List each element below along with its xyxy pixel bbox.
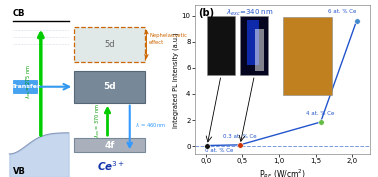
Text: 5d: 5d bbox=[103, 82, 116, 91]
Point bbox=[318, 121, 324, 123]
Text: Transfer: Transfer bbox=[11, 84, 40, 89]
Point bbox=[237, 143, 243, 146]
Text: 5d: 5d bbox=[104, 40, 115, 49]
Text: (b): (b) bbox=[198, 8, 214, 18]
Bar bbox=[282, 17, 332, 95]
Text: 0 at. % Ce: 0 at. % Ce bbox=[205, 148, 233, 153]
Text: $\lambda_{exc}$=340 nm: $\lambda_{exc}$=340 nm bbox=[226, 8, 274, 18]
Text: $\lambda_{ex}$ = 370 nm: $\lambda_{ex}$ = 370 nm bbox=[93, 103, 102, 138]
Point bbox=[353, 19, 359, 22]
FancyBboxPatch shape bbox=[74, 71, 144, 103]
Text: 6 at. % Ce: 6 at. % Ce bbox=[328, 9, 356, 15]
FancyBboxPatch shape bbox=[74, 138, 144, 152]
Point bbox=[204, 144, 210, 147]
Text: 0.3 at. % Ce: 0.3 at. % Ce bbox=[223, 134, 257, 139]
Text: 4f: 4f bbox=[104, 141, 115, 150]
Bar bbox=[240, 16, 268, 75]
Bar bbox=[246, 20, 259, 65]
Text: $\lambda_{ex}$ = 275 nm: $\lambda_{ex}$ = 275 nm bbox=[24, 64, 33, 99]
Text: 4 at. % Ce: 4 at. % Ce bbox=[307, 110, 335, 116]
Bar bbox=[255, 29, 264, 71]
Y-axis label: Integrated PL Intensity (a.u.): Integrated PL Intensity (a.u.) bbox=[172, 32, 179, 127]
FancyBboxPatch shape bbox=[13, 80, 37, 93]
Text: $\lambda$ = 460nm: $\lambda$ = 460nm bbox=[135, 121, 166, 129]
Text: CB: CB bbox=[13, 9, 26, 18]
Bar bbox=[207, 16, 235, 75]
Text: Nephelauxetic
effect: Nephelauxetic effect bbox=[149, 33, 187, 45]
X-axis label: P$_{RF}$ (W/cm$^2$): P$_{RF}$ (W/cm$^2$) bbox=[259, 167, 306, 177]
FancyBboxPatch shape bbox=[74, 27, 144, 62]
Text: Ce$^{3+}$: Ce$^{3+}$ bbox=[97, 159, 125, 173]
Text: VB: VB bbox=[13, 167, 26, 176]
